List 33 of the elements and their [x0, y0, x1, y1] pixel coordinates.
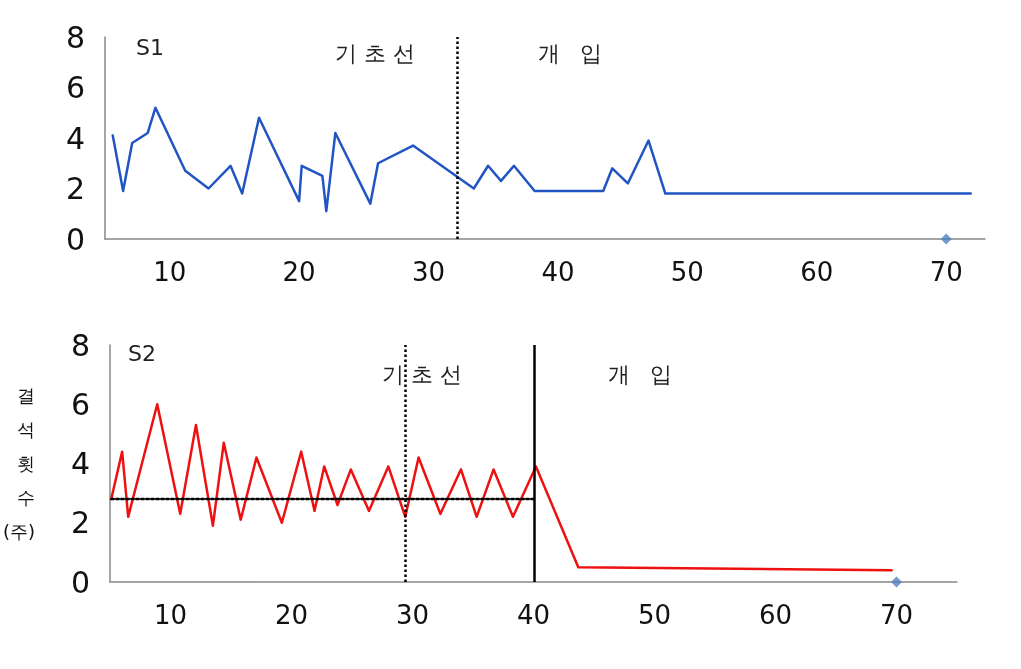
x-tick-label: 60	[800, 257, 834, 287]
y-tick-label: 0	[65, 221, 85, 257]
y-tick-label: 0	[70, 564, 91, 600]
annotation: S2	[128, 340, 156, 366]
x-tick-label: 50	[637, 600, 672, 630]
line-series	[111, 106, 973, 213]
annotation: 개 입	[607, 361, 673, 387]
x-tick-label: 30	[411, 257, 446, 287]
x-tick-label: 10	[153, 600, 188, 630]
y-tick-label: 6	[65, 70, 85, 105]
x-tick-label: 40	[516, 600, 551, 630]
y-tick-label: 6	[70, 386, 91, 422]
x-tick-label: 20	[282, 257, 316, 287]
x-tick-label: 10	[153, 257, 187, 287]
y-axis-title: 결석 횟수(주)	[3, 385, 36, 542]
x-tick-label: 50	[670, 257, 704, 287]
x-tick-label: 70	[929, 257, 963, 287]
line-series	[110, 403, 893, 572]
x-tick-label: 60	[758, 600, 793, 630]
y-tick-label: 2	[65, 171, 85, 206]
y-tick-label: 8	[65, 19, 85, 55]
x-tick-label: 30	[395, 600, 430, 630]
annotation: 기 초 선	[335, 40, 415, 66]
x-tick-label: 70	[879, 600, 914, 630]
x-tick-label: 20	[274, 600, 309, 630]
x-tick-label: 40	[541, 257, 575, 287]
y-tick-label: 2	[70, 505, 91, 541]
annotation: 개 입	[537, 40, 603, 66]
annotation: S1	[136, 34, 164, 60]
annotation: 기 초 선	[382, 361, 462, 387]
y-tick-label: 4	[65, 120, 85, 156]
y-tick-label: 8	[70, 327, 91, 363]
y-tick-label: 4	[70, 446, 91, 481]
